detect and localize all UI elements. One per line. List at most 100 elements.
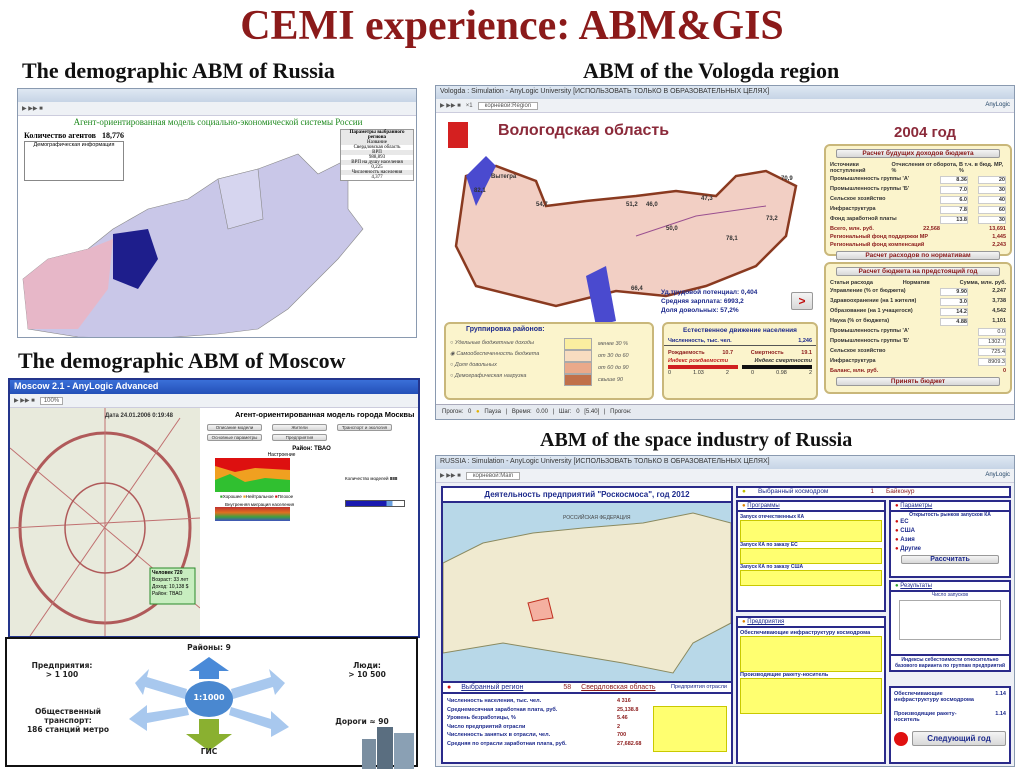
title-bar: RUSSIA : Simulation - AnyLogic Universit… (436, 456, 1014, 469)
rate-input[interactable]: 7.8 (940, 206, 968, 214)
vologda-map[interactable] (436, 146, 821, 331)
moscow-map[interactable] (10, 408, 200, 636)
radio-icon[interactable]: ◉ (450, 351, 455, 357)
value-field[interactable]: 8909.3 (978, 358, 1006, 366)
residents-button[interactable]: Жители (272, 424, 327, 431)
legend-bad: Плохое (277, 494, 294, 499)
map-label: 70,9 (781, 176, 793, 182)
stat-row: Численность населения, тыс. чел. 4 316 (447, 697, 677, 706)
norm-input[interactable]: 3.0 (940, 298, 968, 306)
model-header: Агент-ориентированная модель социально-э… (18, 117, 416, 127)
region-label: Выбранный регион (461, 684, 524, 691)
share-input[interactable]: 30 (978, 186, 1006, 194)
program-item: Запуск отечественных КА (740, 514, 805, 520)
market-indicator[interactable]: ● (895, 537, 899, 543)
industry-list-popup[interactable] (653, 706, 727, 752)
enterprises-button[interactable]: Предприятия (272, 434, 327, 441)
fund-value: 1,445 (992, 234, 1006, 240)
birth-index-slider[interactable] (668, 365, 738, 369)
experiment-select[interactable]: корневой:Region (477, 102, 539, 110)
radio-icon[interactable]: ○ (450, 373, 454, 379)
title-bar (18, 89, 416, 102)
parameters-button[interactable]: Основные параметры (207, 434, 262, 441)
stat-value: 25,138.8 (617, 706, 639, 713)
stat-label: Уровень безработицы, % (447, 715, 516, 721)
norm-input[interactable]: 9.90 (940, 288, 968, 296)
rate-input[interactable]: 13.8 (940, 216, 968, 224)
pop-value: 1,246 (798, 338, 812, 344)
grouping-title: Группировка районов: (466, 326, 545, 333)
enterprise-list[interactable] (740, 636, 882, 672)
rate-input[interactable]: 8.36 (940, 176, 968, 184)
budget-row: Здравоохранение (на 1 жителя) 3.0 3,738 (826, 297, 1010, 307)
budget-panel: Расчет бюджета на предстоящий год Статьи… (824, 262, 1012, 394)
zoom-field[interactable]: 100% (39, 397, 64, 405)
norm-input[interactable]: 14.2 (940, 308, 968, 316)
agents-label: Количество моделей (345, 476, 389, 481)
legend-item: от 30 до 60 (564, 350, 629, 362)
total-label: Всего, млн. руб. (830, 226, 874, 232)
grouping-option[interactable]: ◉ Самообеспеченность бюджета (450, 349, 539, 360)
market-title: Открытость рынков запусков КА (909, 512, 991, 518)
sum-value: 4,542 (992, 308, 1006, 314)
transport-button[interactable]: Транспорт и экология (337, 424, 392, 431)
model-description-button[interactable]: Описание модели (207, 424, 262, 431)
radio-icon[interactable]: ○ (450, 340, 454, 346)
value-field[interactable]: 725.4 (978, 348, 1006, 356)
rate-input[interactable]: 7.0 (940, 186, 968, 194)
toolbar: ▶ ▶▶ ■ корневой:Main AnyLogic (436, 469, 1014, 483)
enterprise-list[interactable] (740, 678, 882, 714)
demo-info-box[interactable]: Демографическая информация (24, 141, 124, 181)
agents-count: Количество агентов 18,776 (24, 131, 124, 140)
calculate-button[interactable]: Рассчитать (901, 555, 999, 564)
share-input[interactable]: 20 (978, 176, 1006, 184)
market-indicator[interactable]: ● (895, 519, 899, 525)
brand-link[interactable]: AnyLogic (985, 102, 1010, 108)
share-input[interactable]: 60 (978, 206, 1006, 214)
budget-calc-button[interactable]: Расчет бюджета на предстоящий год (836, 267, 1000, 276)
market-indicator[interactable]: ● (895, 546, 899, 552)
market-indicator[interactable]: ● (895, 528, 899, 534)
total-value: 13,691 (989, 226, 1006, 232)
program-list[interactable] (740, 548, 882, 564)
russia-map[interactable] (18, 129, 417, 338)
death-index-slider[interactable] (742, 365, 812, 369)
norm-calc-button[interactable]: Расчет расходов по нормативам (836, 251, 1000, 260)
stat-label: Уд.трудовой потенциал: (661, 289, 740, 296)
brand-link[interactable]: AnyLogic (985, 472, 1010, 478)
share-input[interactable]: 40 (978, 196, 1006, 204)
radio-icon[interactable]: ○ (450, 362, 454, 368)
grouping-option[interactable]: ○ Доля довольных (450, 360, 539, 371)
russia-gis-map[interactable]: РОССИЙСКАЯ ФЕДЕРАЦИЯ (443, 503, 731, 681)
income-calc-button[interactable]: Расчет будущих доходов бюджета (836, 149, 1000, 158)
program-list[interactable] (740, 520, 882, 542)
enterprises-label: Предприятия: > 1 100 (31, 661, 93, 679)
row-label: Наука (% от бюджета) (830, 318, 890, 324)
income-row: Промышленность группы 'Б' 7.0 30 (826, 185, 1010, 195)
region-name[interactable]: Свердловская область (581, 684, 656, 691)
program-item: Запуск КА по заказу ЕС (740, 542, 798, 548)
params-panel: ● Параметры Открытость рынков запусков К… (889, 500, 1011, 578)
grouping-option[interactable]: ○ Удельные бюджетные доходы (450, 338, 539, 349)
grouping-option[interactable]: ○ Демографическая нагрузка (450, 371, 539, 382)
experiment-select[interactable]: корневой:Main (465, 472, 521, 480)
cosmodrome-name[interactable]: Байконур (886, 488, 915, 495)
value-field[interactable]: 1302.7 (978, 338, 1006, 346)
next-year-button[interactable]: Следующий год (912, 731, 1006, 746)
budget-row: Наука (% от бюджета) 4.88 1,101 (826, 317, 1010, 327)
status-time: Время: 0.00 (511, 409, 548, 415)
row-label: Образование (на 1 учащегося) (830, 308, 913, 314)
rate-input[interactable]: 6.0 (940, 196, 968, 204)
program-list[interactable] (740, 570, 882, 586)
arrow-downright (229, 707, 289, 737)
share-input[interactable]: 30 (978, 216, 1006, 224)
caption-space: ABM of the space industry of Russia (540, 429, 853, 451)
norm-input[interactable]: 4.88 (940, 318, 968, 326)
next-button[interactable]: > (791, 292, 813, 310)
status-pause[interactable]: Пауза (484, 409, 502, 415)
accept-budget-button[interactable]: Принять бюджет (836, 377, 1000, 386)
value-field[interactable]: 0.0 (978, 328, 1006, 336)
fund-label: Региональный фонд компенсаций (830, 242, 925, 248)
balance-value: 0 (1002, 368, 1006, 374)
row-label: Сельское хозяйство (830, 196, 886, 202)
